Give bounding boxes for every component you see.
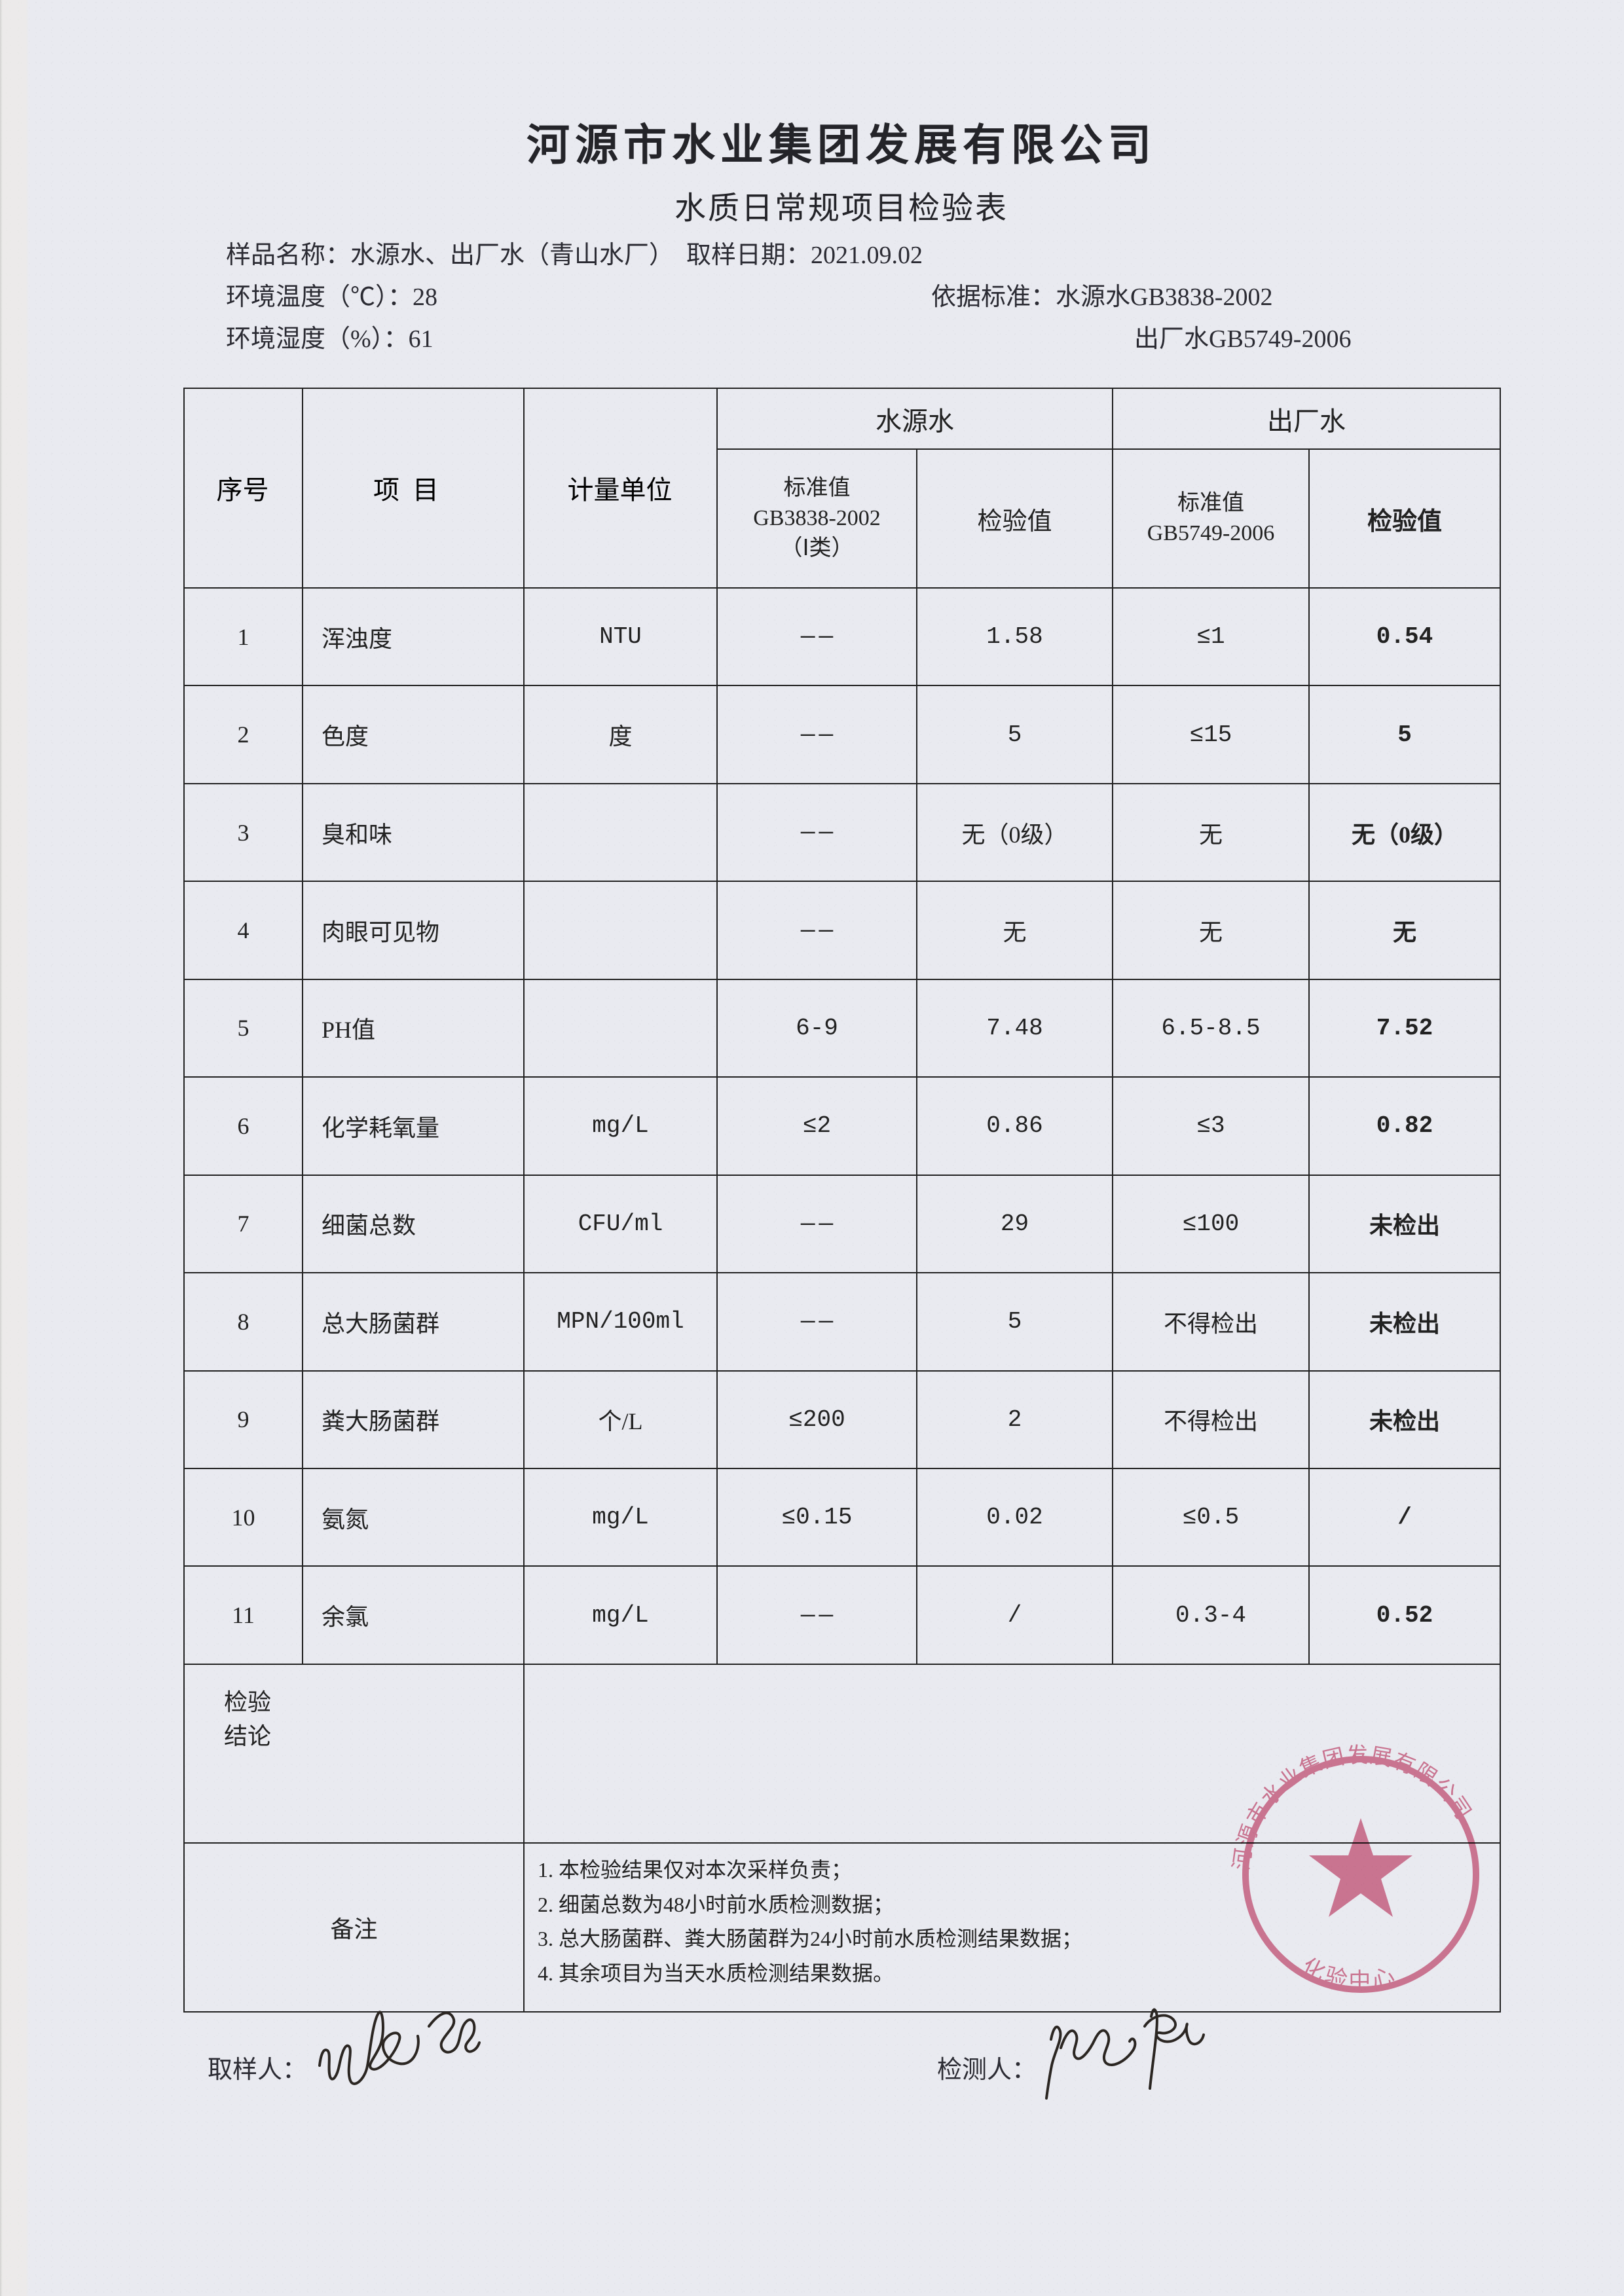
svg-text:化验中心: 化验中心 xyxy=(1298,1954,1400,1994)
